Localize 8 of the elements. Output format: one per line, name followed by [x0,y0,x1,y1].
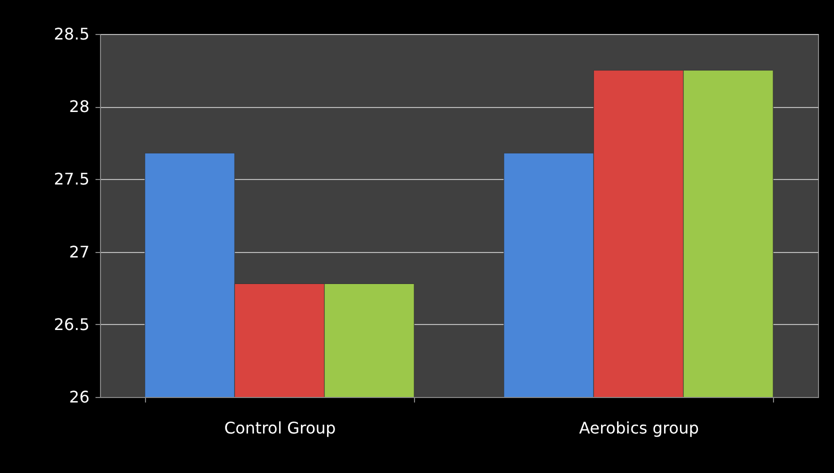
x-tick-label: Aerobics group [579,418,699,438]
y-tick-label: 28 [69,97,90,116]
y-tick-label: 27.5 [54,170,90,189]
y-tick-label: 26.5 [54,314,90,334]
y-tick-label: 28.5 [54,24,90,44]
x-tick-label: Control Group [224,418,336,438]
y-tick-label: 26 [69,388,90,406]
y-tick-label: 27 [69,242,90,262]
